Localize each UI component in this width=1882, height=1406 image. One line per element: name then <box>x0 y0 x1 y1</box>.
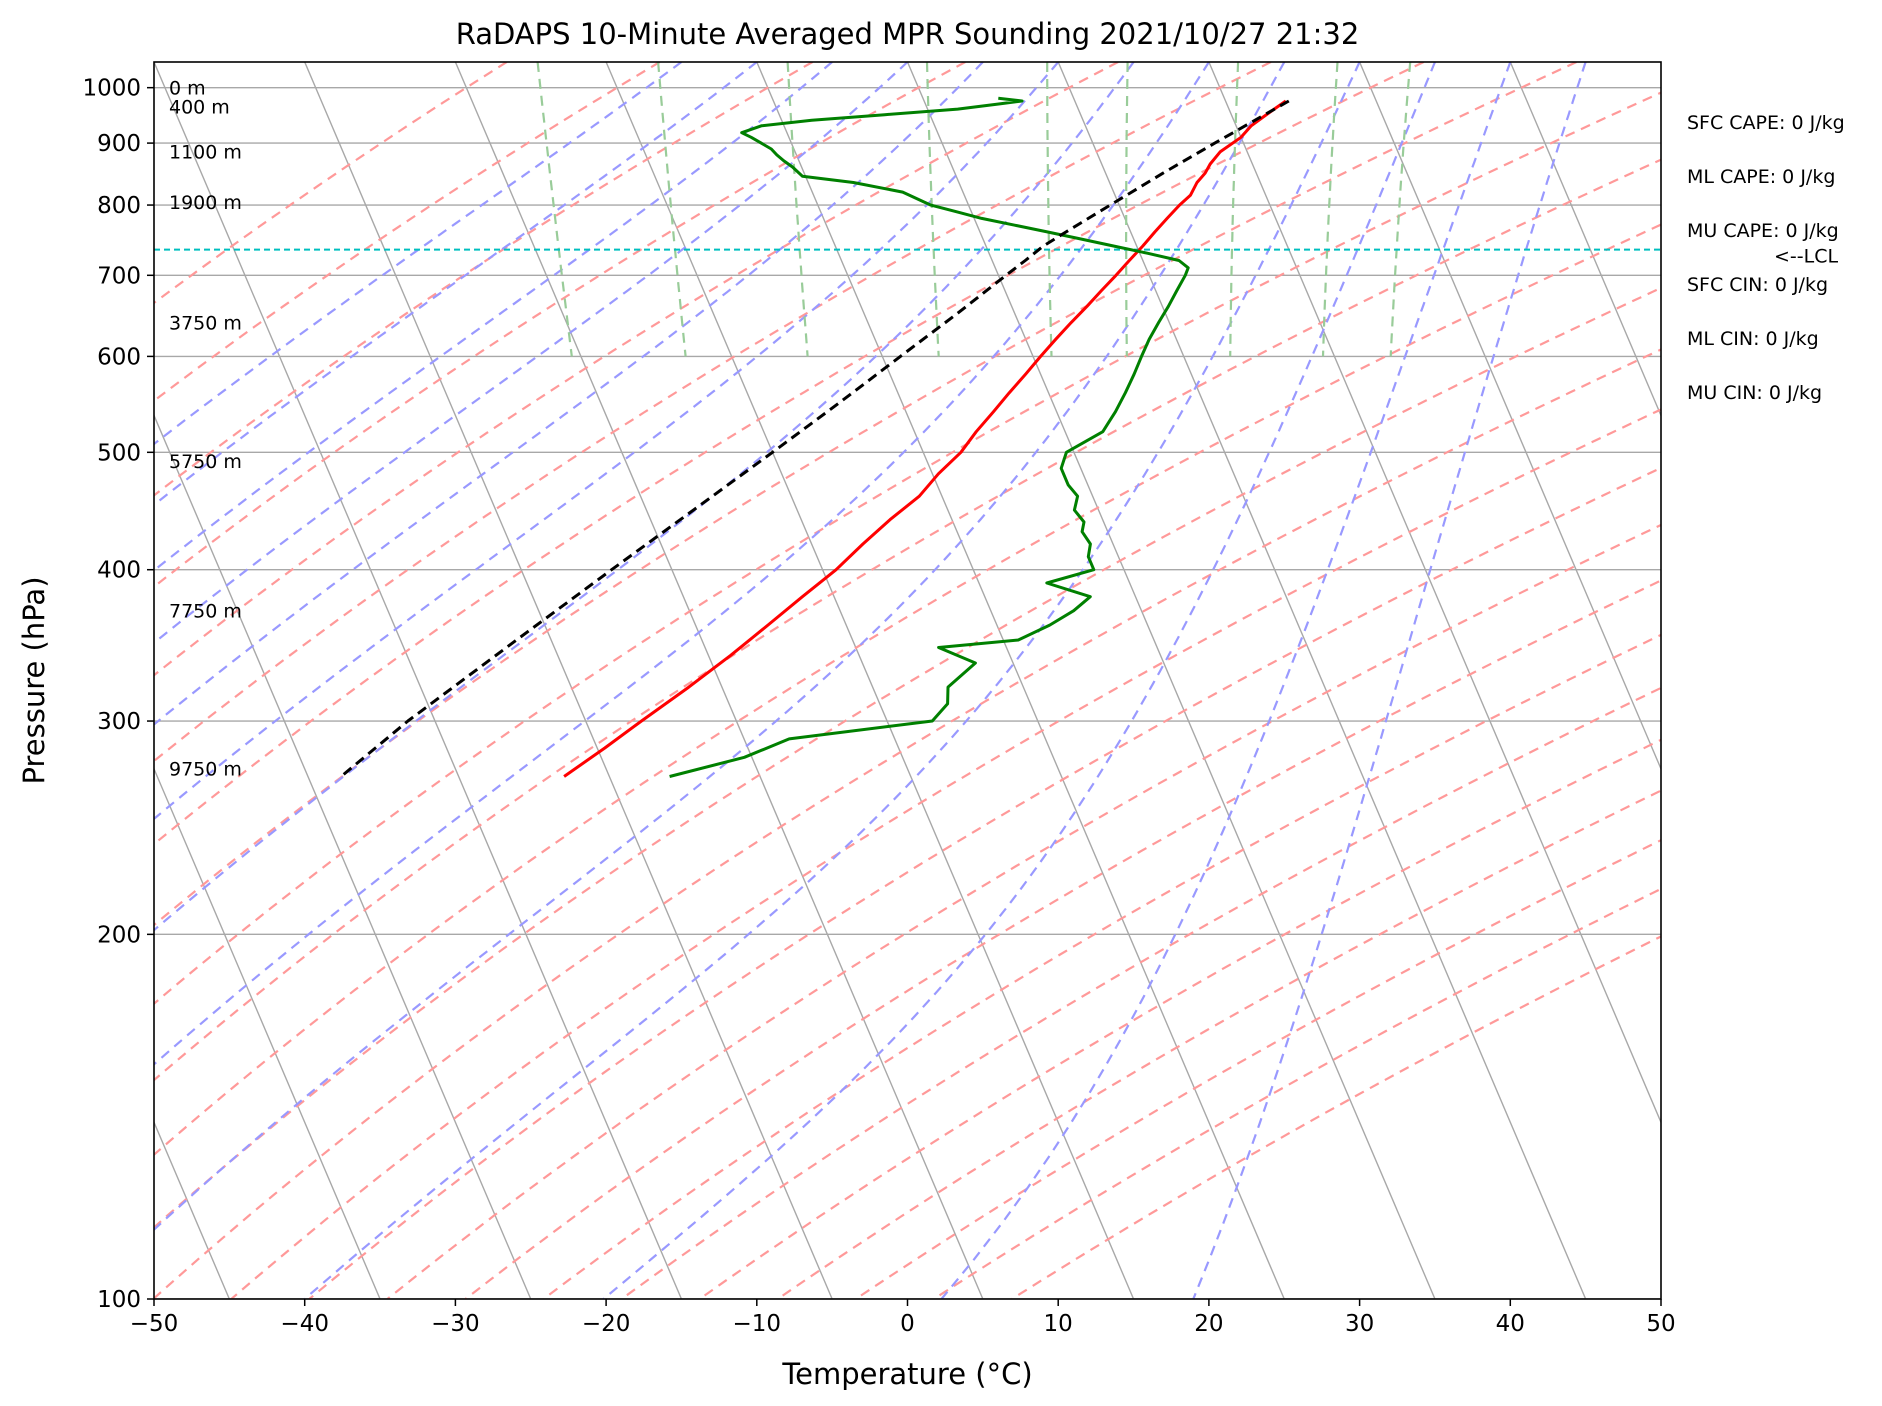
isotherm-line <box>605 62 1135 1299</box>
x-tick-label: 20 <box>1194 1311 1223 1337</box>
dry-adiabat <box>154 62 1577 927</box>
isotherm-line <box>154 767 381 1299</box>
x-tick-label: −40 <box>280 1311 329 1337</box>
moist-adiabat <box>154 62 984 726</box>
moist-adiabat <box>940 62 1512 1299</box>
temperature-line <box>563 99 1287 778</box>
y-tick-label: 1000 <box>82 76 141 102</box>
isotherm-line <box>154 62 683 1299</box>
height-label: 9750 m <box>169 759 242 781</box>
dry-adiabat <box>154 62 1425 846</box>
moist-adiabat <box>154 62 1286 1232</box>
index-label: SFC CIN: 0 J/kg <box>1687 274 1828 296</box>
y-tick-label: 700 <box>97 263 141 289</box>
dry-adiabat <box>777 789 1661 1299</box>
mixing-ratio-line <box>1389 62 1412 357</box>
height-label: 7750 m <box>169 601 242 623</box>
y-tick-label: 800 <box>97 193 141 219</box>
x-tick-label: 30 <box>1345 1311 1374 1337</box>
dry-adiabat <box>542 633 1661 1299</box>
isotherm-line <box>1660 62 1661 64</box>
lcl-label: <--LCL <box>1774 246 1838 268</box>
y-tick-label: 600 <box>97 344 141 370</box>
index-label: SFC CAPE: 0 J/kg <box>1687 112 1845 134</box>
height-label: 3750 m <box>169 312 242 334</box>
y-tick-label: 400 <box>97 558 141 584</box>
dry-adiabat <box>308 466 1661 1299</box>
x-axis-label: Temperature (°C) <box>781 1357 1032 1391</box>
isotherm-line <box>1509 62 1661 418</box>
dry-adiabat <box>154 62 966 589</box>
x-tick-label: −20 <box>582 1311 631 1337</box>
dry-adiabat <box>620 686 1661 1299</box>
height-label: 5750 m <box>169 451 242 473</box>
dry-adiabat <box>933 887 1661 1299</box>
y-tick-label: 500 <box>97 440 141 466</box>
index-label: ML CIN: 0 J/kg <box>1687 328 1819 350</box>
isotherm-line <box>304 62 833 1299</box>
y-tick-label: 300 <box>97 709 141 735</box>
mixing-ratio-line <box>657 62 687 357</box>
moist-adiabat <box>154 62 909 645</box>
dry-adiabat <box>1011 935 1661 1299</box>
dry-adiabat <box>230 408 1661 1299</box>
x-tick-label: 10 <box>1044 1311 1073 1337</box>
x-tick-label: 0 <box>900 1311 915 1337</box>
y-tick-label: 200 <box>97 922 141 948</box>
x-tick-label: −10 <box>733 1311 782 1337</box>
dry-adiabat <box>154 223 1661 1157</box>
chart-title: RaDAPS 10-Minute Averaged MPR Sounding 2… <box>456 17 1360 51</box>
mixing-ratio-line <box>1124 62 1129 357</box>
x-tick-label: −50 <box>130 1311 179 1337</box>
moist-adiabat <box>154 62 758 507</box>
y-axis-label: Pressure (hPa) <box>17 576 51 784</box>
mixing-ratio-line <box>1229 62 1240 357</box>
height-label: 1900 m <box>169 192 242 214</box>
dry-adiabat <box>154 286 1661 1229</box>
mixing-ratio-line <box>1046 62 1053 357</box>
moist-adiabat <box>602 62 1437 1299</box>
height-label: 0 m <box>169 78 206 100</box>
isotherm-line <box>1208 62 1661 1125</box>
dry-adiabat <box>855 838 1661 1299</box>
height-label: 400 m <box>169 96 230 118</box>
mixing-ratio-line <box>536 62 573 357</box>
dry-adiabat <box>154 91 1661 1006</box>
isotherm-line <box>1057 62 1587 1299</box>
x-tick-label: −30 <box>431 1311 480 1337</box>
dry-adiabat <box>154 62 661 403</box>
y-tick-label: 900 <box>97 131 141 157</box>
x-tick-label: 40 <box>1496 1311 1525 1337</box>
dry-adiabat <box>464 579 1661 1299</box>
y-tick-label: 100 <box>97 1287 141 1313</box>
moist-adiabat <box>154 62 833 572</box>
moist-adiabat <box>154 62 1135 932</box>
dry-adiabat <box>154 158 1661 1082</box>
mixing-ratio-line <box>1321 62 1339 357</box>
plot-area <box>154 62 1661 1299</box>
isotherm-line <box>906 62 1436 1299</box>
height-label: 1100 m <box>169 141 242 163</box>
index-label: MU CIN: 0 J/kg <box>1687 382 1822 404</box>
mixing-ratio-line <box>786 62 809 357</box>
isotherm-line <box>154 413 532 1299</box>
index-label: ML CAPE: 0 J/kg <box>1687 166 1835 188</box>
isotherm-line <box>1358 62 1661 771</box>
mixing-ratio-line <box>925 62 940 357</box>
isotherm-line <box>454 62 984 1299</box>
moist-adiabat <box>154 62 1210 1066</box>
index-label: MU CAPE: 0 J/kg <box>1687 220 1839 242</box>
x-tick-label: 50 <box>1646 1311 1675 1337</box>
isotherm-line <box>756 62 1285 1299</box>
moist-adiabat <box>1192 62 1587 1299</box>
dewpoint-line <box>669 96 1190 778</box>
parcel-path-line <box>340 99 1290 778</box>
